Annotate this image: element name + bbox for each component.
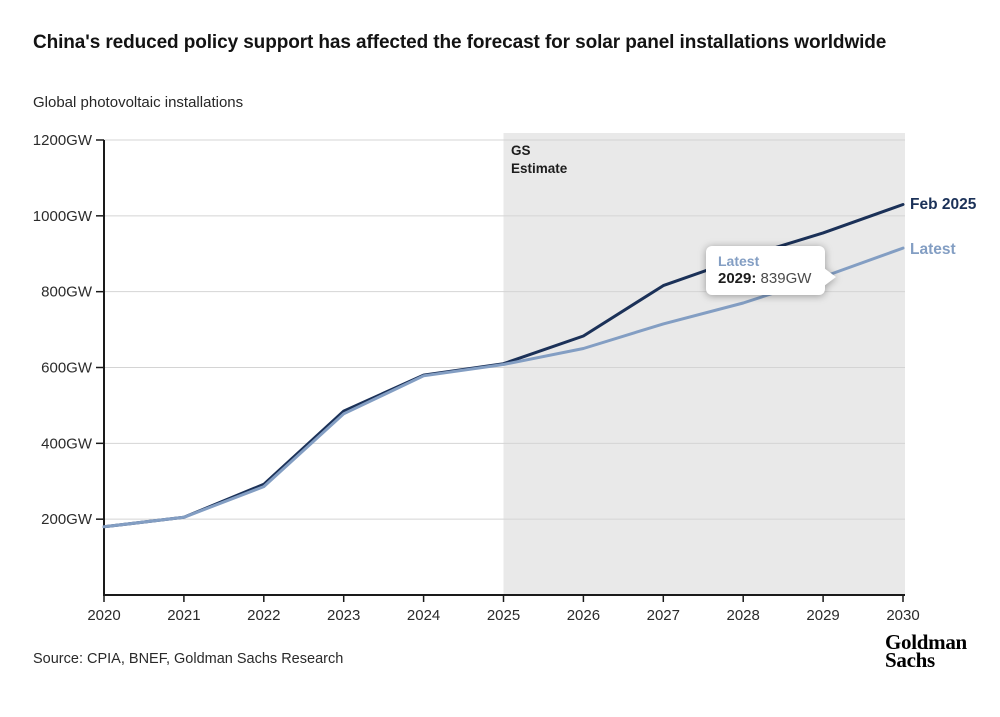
x-axis-tick-label: 2030 [886, 607, 919, 624]
page-title: China's reduced policy support has affec… [33, 32, 887, 53]
y-axis-tick-label: 600GW [41, 360, 93, 377]
x-axis-tick-label: 2027 [647, 607, 680, 624]
goldman-sachs-logo: Goldman Sachs [885, 630, 967, 673]
series-label-latest: Latest [910, 241, 956, 258]
x-axis-tick-label: 2022 [247, 607, 280, 624]
x-axis-tick-label: 2023 [327, 607, 360, 624]
tooltip-year: 2029: [718, 270, 757, 287]
chart-subtitle: Global photovoltaic installations [33, 94, 244, 111]
tooltip-series-name: Latest [718, 253, 760, 269]
tooltip-arrow-icon [824, 268, 837, 286]
x-axis-tick-label: 2025 [487, 607, 520, 624]
y-axis-tick-label: 1000GW [33, 208, 93, 225]
logo-line-1: Goldman [885, 630, 967, 654]
tooltip: Latest 2029: 839GW [706, 246, 837, 295]
x-axis-tick-label: 2020 [87, 607, 120, 624]
gs-estimate-label: GS Estimate [511, 143, 568, 176]
y-axis-tick-label: 400GW [41, 435, 93, 452]
x-axis-tick-label: 2024 [407, 607, 440, 624]
estimate-shade-region [503, 133, 905, 595]
logo-line-2: Sachs [885, 648, 935, 673]
source-attribution: Source: CPIA, BNEF, Goldman Sachs Resear… [33, 651, 344, 667]
x-axis-tick-label: 2028 [727, 607, 760, 624]
y-axis-tick-label: 200GW [41, 511, 93, 528]
y-axis-tick-label: 1200GW [33, 132, 93, 149]
series-label-feb-2025: Feb 2025 [910, 196, 977, 213]
y-axis-tick-label: 800GW [41, 284, 93, 301]
tooltip-value: 839GW [760, 270, 812, 287]
x-axis-tick-label: 2026 [567, 607, 600, 624]
x-axis-tick-label: 2029 [806, 607, 839, 624]
tooltip-value-line: 2029: 839GW [718, 270, 811, 287]
x-axis-tick-label: 2021 [167, 607, 200, 624]
